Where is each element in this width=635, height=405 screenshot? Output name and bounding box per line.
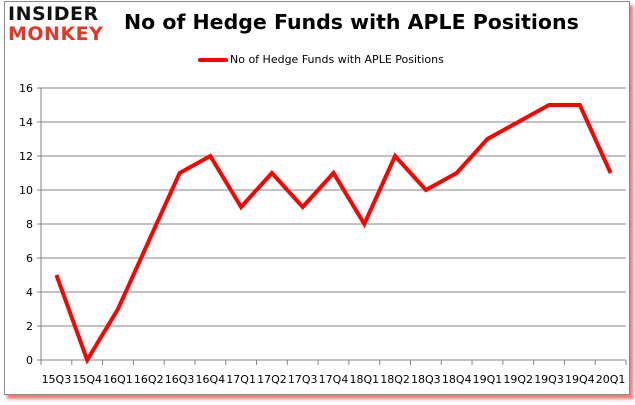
x-tick-label: 19Q4 xyxy=(565,373,595,386)
x-tick-label: 19Q1 xyxy=(473,373,503,386)
y-tick-label: 8 xyxy=(26,218,33,231)
x-tick-label: 17Q3 xyxy=(288,373,318,386)
y-tick-label: 14 xyxy=(19,116,33,129)
x-tick-label: 18Q3 xyxy=(411,373,441,386)
x-tick-label: 19Q3 xyxy=(534,373,564,386)
chart-title: No of Hedge Funds with APLE Positions xyxy=(124,10,579,34)
x-tick-label: 17Q4 xyxy=(319,373,349,386)
y-axis: 0 2 4 6 8 10 12 14 16 xyxy=(19,82,42,367)
y-tick-label: 0 xyxy=(26,354,33,367)
x-tick-label: 16Q3 xyxy=(165,373,195,386)
x-axis: 15Q3 15Q4 16Q1 16Q2 16Q3 16Q4 17Q1 17Q2 17Q3 17Q4… xyxy=(40,360,627,386)
y-tick-label: 4 xyxy=(26,286,33,299)
x-tick-label: 18Q2 xyxy=(380,373,410,386)
x-tick-label: 19Q2 xyxy=(503,373,533,386)
y-tick-label: 10 xyxy=(19,184,33,197)
logo-line-2: MONKEY xyxy=(8,23,104,45)
y-tick-label: 16 xyxy=(19,82,33,95)
x-tick-label: 15Q3 xyxy=(42,373,72,386)
legend-line-swatch-icon xyxy=(198,57,228,62)
gridlines xyxy=(41,87,626,361)
y-tick-label: 12 xyxy=(19,150,33,163)
y-tick-label: 6 xyxy=(26,252,33,265)
series-line xyxy=(54,103,613,365)
y-tick-label: 2 xyxy=(26,320,33,333)
x-tick-label: 17Q2 xyxy=(257,373,287,386)
x-tick-label: 20Q1 xyxy=(596,373,626,386)
x-tick-label: 16Q2 xyxy=(134,373,164,386)
chart-frame xyxy=(4,1,630,395)
insider-monkey-logo: INSIDER MONKEY xyxy=(8,5,116,44)
logo-line-1: INSIDER xyxy=(8,3,99,25)
x-tick-label: 17Q1 xyxy=(226,373,256,386)
x-tick-label: 15Q4 xyxy=(72,373,102,386)
x-tick-label: 16Q1 xyxy=(103,373,133,386)
legend-label: No of Hedge Funds with APLE Positions xyxy=(230,53,444,66)
x-tick-label: 18Q4 xyxy=(442,373,472,386)
x-tick-label: 16Q4 xyxy=(196,373,226,386)
x-tick-label: 18Q1 xyxy=(349,373,379,386)
chart-legend: No of Hedge Funds with APLE Positions xyxy=(198,53,444,66)
